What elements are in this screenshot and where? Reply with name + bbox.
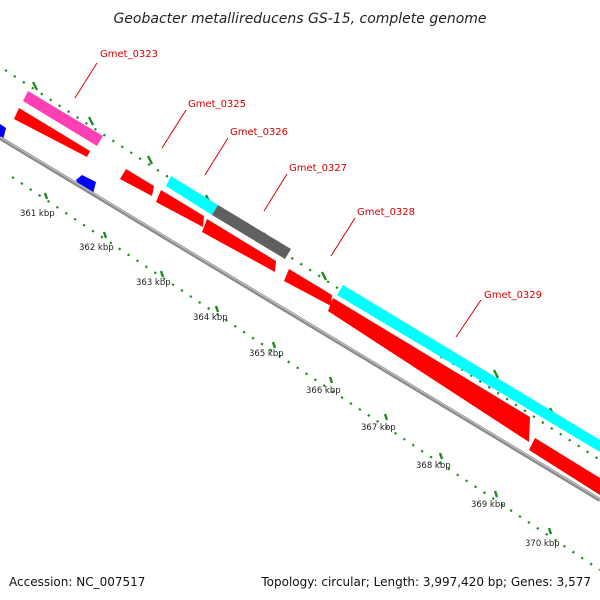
inner-major-ticks	[43, 192, 553, 535]
blue-features	[0, 124, 96, 194]
tick-label: 361 kbp	[20, 209, 55, 219]
genome-summary-text: Topology: circular; Length: 3,997,420 bp…	[260, 575, 591, 589]
cds-arrow[interactable]	[328, 298, 530, 442]
feature-gmet-0326[interactable]	[166, 176, 218, 215]
gene-labels: Gmet_0323 Gmet_0325 Gmet_0326 Gmet_0327 …	[100, 49, 542, 301]
cds-arrow[interactable]	[202, 219, 276, 272]
blue-feature-arrow[interactable]	[76, 175, 96, 194]
gene-label-gmet-0326[interactable]: Gmet_0326	[230, 127, 288, 138]
leader-line-gmet-0326	[204, 137, 229, 176]
gene-label-gmet-0323[interactable]: Gmet_0323	[100, 49, 158, 60]
inner-major-tick	[43, 192, 49, 200]
leader-lines	[74, 62, 482, 338]
tick-label: 362 kbp	[79, 243, 114, 253]
tick-label: 367 kbp	[361, 423, 396, 433]
inner-major-tick	[271, 341, 277, 349]
inner-major-tick	[493, 490, 499, 498]
genome-backbone	[0, 136, 600, 502]
outer-major-tick	[320, 271, 328, 281]
cds-arrow[interactable]	[284, 269, 332, 306]
inner-major-tick	[383, 413, 389, 421]
genome-backbone-highlight	[0, 136, 600, 500]
inner-major-tick	[214, 305, 220, 313]
feature-gmet-0323[interactable]	[23, 91, 103, 146]
inner-tick-ring	[11, 176, 600, 571]
cds-arrow[interactable]	[120, 169, 154, 196]
inner-major-tick	[438, 452, 444, 460]
tick-label: 365 kbp	[249, 349, 284, 359]
outer-major-tick	[87, 116, 95, 126]
leader-line-gmet-0327	[263, 173, 288, 212]
leader-line-gmet-0323	[74, 62, 98, 99]
outer-tick-ring	[4, 69, 600, 461]
gene-label-gmet-0325[interactable]: Gmet_0325	[188, 99, 246, 110]
map-title: Geobacter metallireducens GS-15, complet…	[113, 11, 486, 27]
gene-label-gmet-0328[interactable]: Gmet_0328	[357, 207, 415, 218]
tick-label: 369 kbp	[471, 500, 506, 510]
inner-major-tick	[102, 231, 108, 239]
cds-arrow[interactable]	[156, 190, 204, 227]
feature-gmet-0329[interactable]	[337, 285, 600, 452]
gene-label-gmet-0327[interactable]: Gmet_0327	[289, 163, 347, 174]
scale-labels: 361 kbp 362 kbp 363 kbp 364 kbp 365 kbp …	[20, 209, 560, 549]
outer-major-tick	[31, 81, 39, 91]
inner-feature-track	[14, 108, 600, 495]
leader-line-gmet-0325	[161, 109, 187, 149]
tick-label: 368 kbp	[416, 461, 451, 471]
inner-major-tick	[159, 270, 165, 278]
accession-text: Accession: NC_007517	[9, 575, 145, 589]
inner-major-tick	[328, 376, 334, 384]
leader-line-gmet-0328	[330, 217, 356, 257]
cds-arrow[interactable]	[529, 438, 600, 495]
outer-major-tick	[492, 369, 500, 379]
tick-label: 363 kbp	[136, 278, 171, 288]
leader-line-gmet-0329	[455, 299, 482, 338]
feature-gmet-0327[interactable]	[212, 205, 291, 259]
cds-arrow[interactable]	[14, 108, 90, 157]
blue-feature-arrow[interactable]	[0, 124, 6, 140]
outer-feature-track	[23, 91, 600, 452]
outer-major-tick	[146, 155, 154, 165]
tick-label: 370 kbp	[525, 539, 560, 549]
tick-label: 366 kbp	[306, 386, 341, 396]
gene-label-gmet-0329[interactable]: Gmet_0329	[484, 290, 542, 301]
inner-major-tick	[547, 527, 553, 535]
tick-label: 364 kbp	[193, 313, 228, 323]
